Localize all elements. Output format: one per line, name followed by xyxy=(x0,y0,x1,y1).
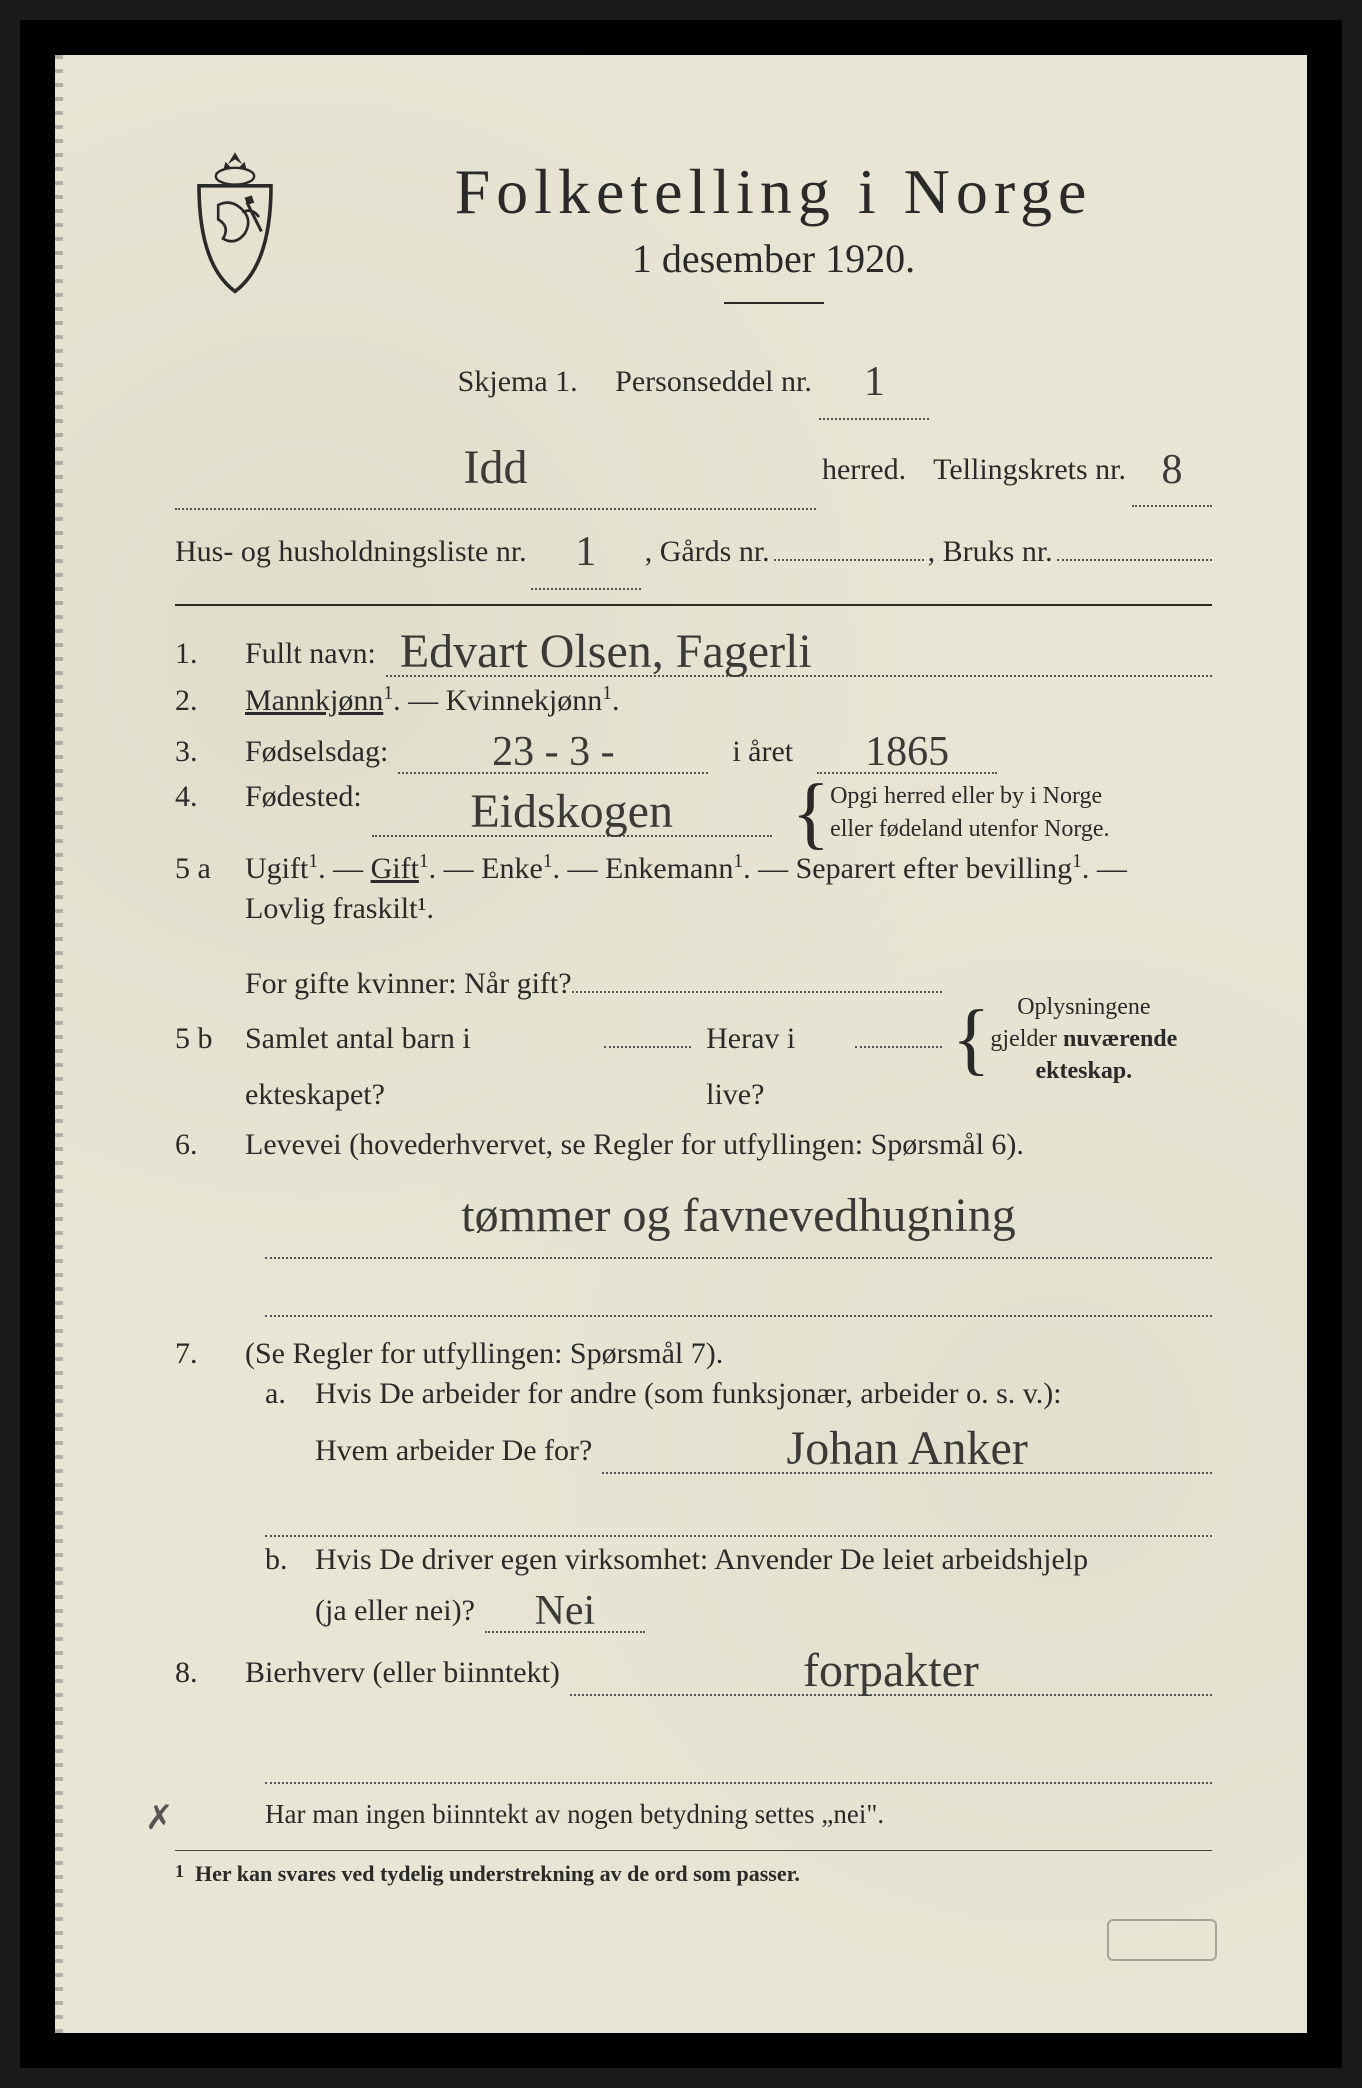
scan-frame: Folketelling i Norge 1 desember 1920. Sk… xyxy=(20,20,1342,2068)
printer-stamp-icon xyxy=(1107,1919,1217,1961)
title-divider xyxy=(724,302,824,304)
census-form-paper: Folketelling i Norge 1 desember 1920. Sk… xyxy=(55,55,1307,2033)
hired-help: Nei xyxy=(535,1588,596,1634)
form-number-row: Skjema 1. Personseddel nr. 1 xyxy=(175,340,1212,420)
q5b-row: 5 b For gifte kvinner: Når gift? Samlet … xyxy=(175,956,1212,1123)
birth-year: 1865 xyxy=(865,729,949,775)
birthplace: Eidskogen xyxy=(470,785,673,838)
norway-coat-of-arms-icon xyxy=(175,145,295,295)
q7-row: 7. (Se Regler for utfyllingen: Spørsmål … xyxy=(175,1337,1212,1371)
census-date: 1 desember 1920. xyxy=(335,235,1212,282)
herred-value: Idd xyxy=(464,441,528,494)
footer-note-2: 1 Her kan svares ved tydelig understrekn… xyxy=(175,1861,1212,1887)
gender-male-selected: Mannkjønn xyxy=(245,684,383,717)
occupation: tømmer og favnevedhugning xyxy=(461,1189,1016,1242)
brace-icon: { xyxy=(792,789,830,837)
marital-selected: Gift xyxy=(371,852,419,885)
q5a-row: 5 a Ugift1. — Gift1. — Enke1. — Enkemann… xyxy=(175,851,1212,886)
footer-note-1: Har man ingen biinntekt av nogen betydni… xyxy=(265,1790,1212,1840)
tellingskrets-nr: 8 xyxy=(1162,447,1183,493)
full-name: Edvart Olsen, Fagerli xyxy=(400,625,812,678)
husliste-nr: 1 xyxy=(575,529,596,575)
q8-row: 8. Bierhverv (eller biinntekt) forpakter xyxy=(175,1639,1212,1696)
section-rule xyxy=(175,604,1212,606)
page-title: Folketelling i Norge xyxy=(335,155,1212,229)
header: Folketelling i Norge 1 desember 1920. xyxy=(175,145,1212,320)
personseddel-nr: 1 xyxy=(864,359,885,405)
secondary-occupation: forpakter xyxy=(803,1644,979,1697)
birth-day: 23 - 3 - xyxy=(492,729,614,775)
q2-row: 2. Mannkjønn1. — Kvinnekjønn1. xyxy=(175,683,1212,718)
q7a-row-2: Hvem arbeider De for? Johan Anker xyxy=(315,1417,1212,1474)
q6-value-row: tømmer og favnevedhugning xyxy=(265,1168,1212,1259)
husliste-row: Hus- og husholdningsliste nr. 1 , Gårds … xyxy=(175,510,1212,590)
q3-row: 3. Fødselsdag: 23 - 3 - i året 1865 xyxy=(175,724,1212,774)
brace-icon: { xyxy=(952,1015,990,1063)
herred-row: Idd herred. Tellingskrets nr. 8 xyxy=(175,420,1212,511)
q5a-row-2: Lovlig fraskilt¹. xyxy=(175,892,1212,926)
q7b-row-2: (ja eller nei)? Nei xyxy=(315,1583,1212,1633)
q7a-row: a. Hvis De arbeider for andre (som funks… xyxy=(265,1377,1212,1411)
q6-row: 6. Levevei (hovederhvervet, se Regler fo… xyxy=(175,1128,1212,1162)
q7b-row: b. Hvis De driver egen virksomhet: Anven… xyxy=(265,1543,1212,1577)
q4-note: Opgi herred eller by i Norge eller fødel… xyxy=(830,780,1109,845)
q5b-note: Oplysningene gjelder nuværende ekteskap. xyxy=(990,991,1177,1088)
q4-row: 4. Fødested: Eidskogen { Opgi herred ell… xyxy=(175,780,1212,845)
stray-mark: ✗ xyxy=(145,1798,174,1838)
employer: Johan Anker xyxy=(787,1422,1028,1475)
q1-row: 1. Fullt navn: Edvart Olsen, Fagerli xyxy=(175,620,1212,677)
